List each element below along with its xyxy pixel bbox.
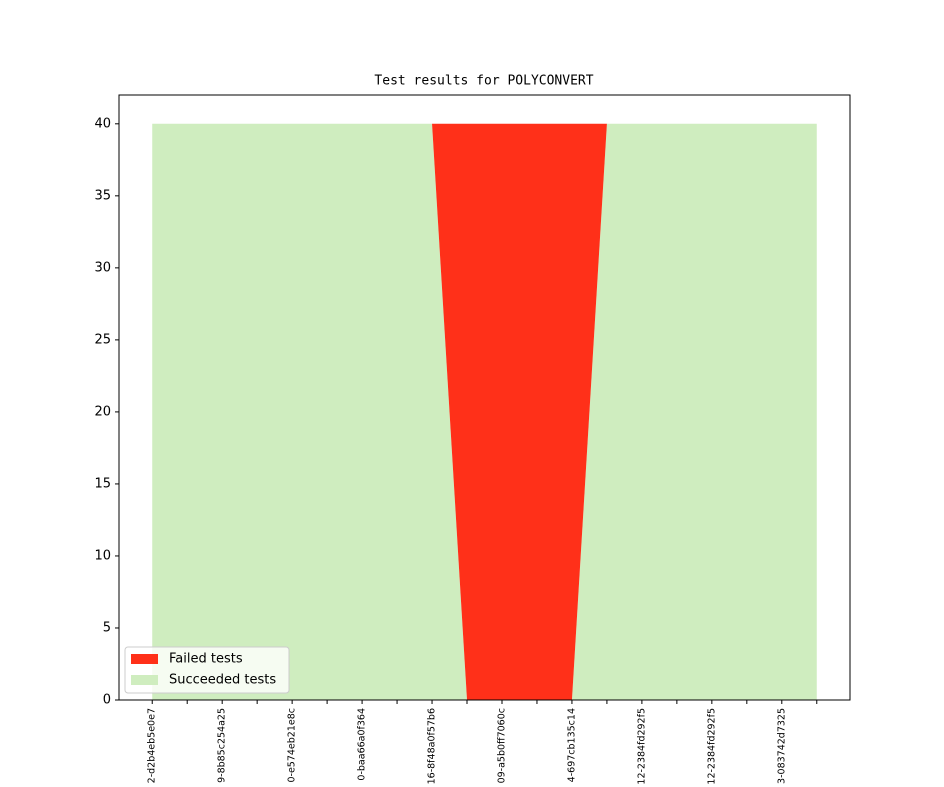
legend-label: Failed tests [169, 652, 243, 667]
y-tick-label: 5 [103, 620, 111, 635]
x-tick-label: 12-2384fd292f5 [636, 708, 647, 785]
y-tick-label: 0 [103, 693, 111, 708]
x-tick-label: 3-083742d7325 [776, 708, 787, 784]
y-tick-label: 30 [94, 260, 111, 275]
plot-frame [118, 94, 851, 701]
y-tick-label: 20 [94, 404, 111, 419]
y-tick-label: 10 [94, 548, 111, 563]
legend-swatch [131, 654, 158, 664]
x-tick-label: 9-8b85c254a25 [217, 708, 228, 783]
x-tick-label: 4-697cb135c14 [566, 708, 577, 782]
x-tick-label: 2-d2b4eb5e0e7 [147, 708, 158, 783]
y-tick-label: 25 [94, 332, 111, 347]
x-tick-label: 0-baa66a0f364 [357, 708, 368, 781]
legend-swatch [131, 675, 158, 685]
area [152, 123, 817, 701]
y-tick-label: 15 [94, 476, 111, 491]
chart-title: Test results for POLYCONVERT [374, 74, 593, 89]
legend-label: Succeeded tests [169, 673, 276, 688]
x-tick-label: 0-e574eb21e8c [287, 708, 298, 783]
x-tick-label: 12-2384fd292f5 [706, 708, 717, 785]
x-tick-label: 16-8f48a0f57b6 [427, 708, 438, 784]
area [152, 123, 817, 701]
legend-box [124, 646, 290, 694]
y-tick-label: 35 [94, 188, 111, 203]
x-tick-label: 09-a5b0ff7060c [496, 708, 507, 783]
y-tick-label: 40 [94, 116, 111, 131]
